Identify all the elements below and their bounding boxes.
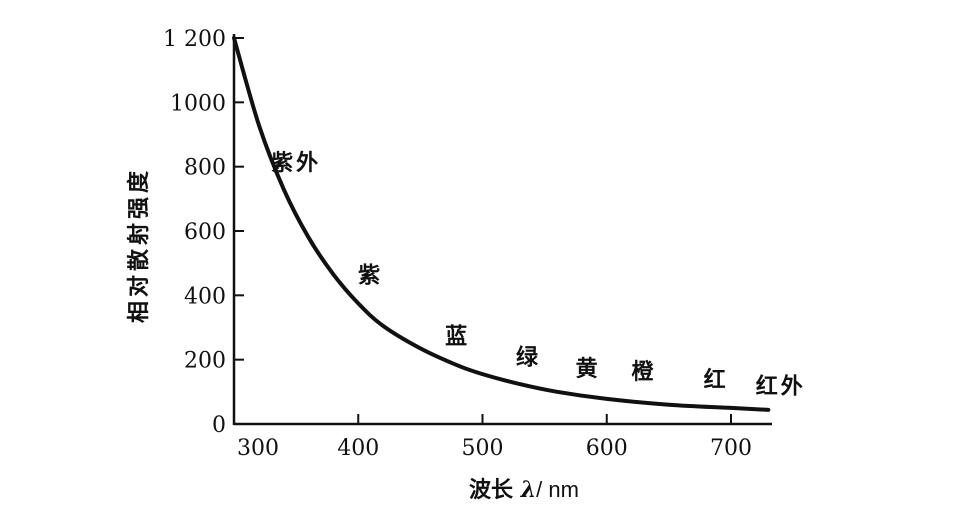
- region-label: 绿: [516, 344, 541, 370]
- x-tick-label: 500: [462, 436, 504, 461]
- y-tick-label: 200: [184, 349, 226, 374]
- x-ticks: 300 400 500 600 700: [237, 414, 752, 461]
- y-tick-label: 800: [184, 156, 226, 181]
- region-label: 红: [704, 367, 729, 393]
- axes: [232, 34, 772, 426]
- region-label: 黄: [576, 357, 601, 382]
- y-tick-label: 600: [184, 220, 226, 245]
- y-tick-label: 0: [212, 413, 226, 438]
- x-axis-title-unit: / nm: [536, 477, 579, 502]
- x-axis-title-lambda: λ: [520, 477, 536, 503]
- x-tick-label: 400: [337, 436, 379, 461]
- region-label: 橙: [632, 360, 657, 385]
- region-label: 紫外: [271, 150, 321, 176]
- y-tick-label: 400: [184, 284, 226, 309]
- x-axis-title-cn: 波长: [469, 478, 521, 503]
- x-tick-label: 600: [586, 436, 628, 461]
- region-labels: 紫外紫蓝绿黄 橙 红 红外: [271, 150, 806, 400]
- scattering-curve: [232, 36, 771, 412]
- y-axis-title: 相对散射强度: [126, 167, 152, 323]
- y-tick-label: 1000: [170, 91, 226, 116]
- y-tick-label: 1 200: [163, 27, 226, 52]
- region-label: 蓝: [445, 325, 470, 350]
- region-label: 紫: [358, 262, 383, 288]
- x-tick-label: 700: [710, 436, 752, 461]
- region-label: 红外: [756, 373, 806, 399]
- x-tick-label: 300: [237, 436, 279, 461]
- y-ticks: 0 200 400 600 800 1000 1 200: [163, 27, 244, 438]
- x-axis-title: 波长 λ/ nm: [469, 477, 579, 503]
